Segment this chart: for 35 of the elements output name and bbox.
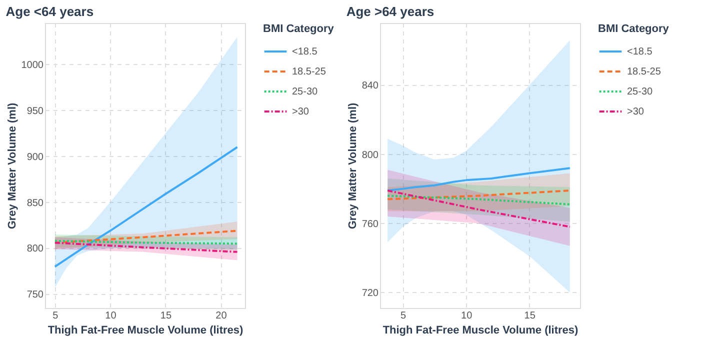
- y-axis-title: Grey Matter Volume (ml): [346, 102, 359, 230]
- legend-label: 18.5-25: [292, 66, 326, 78]
- y-tick-label: 850: [26, 198, 44, 209]
- x-tick-label: 5: [52, 310, 59, 322]
- chart-title: Age >64 years: [346, 4, 434, 19]
- legend-label: 25-30: [627, 86, 654, 98]
- y-tick-label: 1000: [21, 60, 44, 71]
- y-tick-label: 760: [362, 218, 379, 230]
- legend-title: BMI Category: [598, 23, 670, 35]
- y-axis-title: Grey Matter Volume (ml): [6, 102, 18, 230]
- line-series: [54, 146, 238, 268]
- y-tick-label: 950: [26, 106, 44, 117]
- y-tick-label: 900: [26, 152, 44, 163]
- legend-label: 25-30: [292, 86, 318, 98]
- y-tick-label: 800: [26, 244, 44, 255]
- x-axis-title: Thigh Fat-Free Muscle Volume (litres): [48, 324, 244, 336]
- x-tick-label: 5: [400, 310, 407, 322]
- x-tick-label: 20: [216, 310, 228, 322]
- x-tick-label: 15: [160, 310, 172, 322]
- y-tick-label: 720: [362, 288, 379, 299]
- y-tick-label: 800: [362, 150, 379, 161]
- x-tick-label: 10: [105, 310, 117, 322]
- legend-title: BMI Category: [263, 23, 335, 35]
- y-tick-label: 840: [362, 80, 379, 92]
- line-series: [386, 167, 571, 192]
- y-tick-label: 750: [26, 290, 44, 301]
- x-tick-label: 10: [461, 310, 473, 322]
- legend-label: >30: [292, 106, 310, 118]
- x-tick-label: 15: [524, 310, 536, 322]
- legend-label: <18.5: [627, 46, 653, 58]
- chart-title: Age <64 years: [6, 4, 94, 19]
- legend-label: <18.5: [292, 46, 318, 58]
- legend-label: 18.5-25: [627, 66, 662, 78]
- legend-label: >30: [627, 106, 644, 118]
- x-axis-title: Thigh Fat-Free Muscle Volume (litres): [382, 324, 579, 336]
